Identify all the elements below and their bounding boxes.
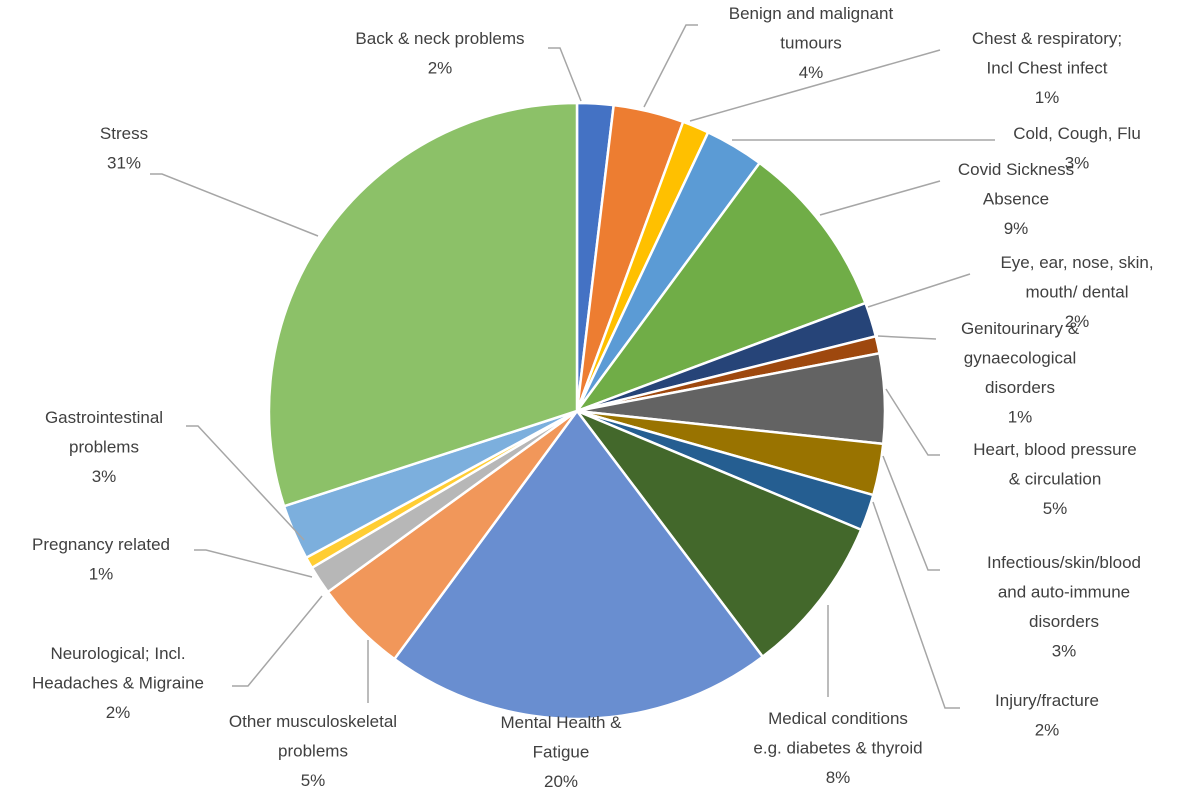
percent-label: 2% xyxy=(1065,312,1090,331)
leader-line-genitourinary-gynaecological-disorders xyxy=(877,335,937,340)
category-label-line: Other musculoskeletal xyxy=(229,712,397,731)
percent-label: 3% xyxy=(1052,642,1077,661)
slice-label-other-musculoskeletal-problems: Other musculoskeletal problems 5% xyxy=(229,712,397,790)
category-label-line: and auto-immune xyxy=(998,583,1130,602)
percent-label: 20% xyxy=(544,772,578,791)
category-label-line: Genitourinary & xyxy=(961,319,1080,338)
leader-line-injury-fracture xyxy=(872,501,960,709)
category-label-line: gynaecological xyxy=(964,349,1076,368)
category-label-line: problems xyxy=(278,742,348,761)
category-label-line: Covid Sickness xyxy=(958,160,1074,179)
slice-mental-health-fatigue xyxy=(392,408,765,721)
category-label-line: mouth/ dental xyxy=(1025,283,1128,302)
category-label-line: Medical conditions xyxy=(768,709,908,728)
category-label-line: Cold, Cough, Flu xyxy=(1013,124,1141,143)
category-label-line: disorders xyxy=(985,378,1055,397)
category-label-line: Infectious/skin/blood xyxy=(987,553,1141,572)
slice-labels: Back & neck problems 2% Benign and maligna… xyxy=(32,4,1154,791)
slice-label-injury-fracture: Injury/fracture 2% xyxy=(995,691,1099,740)
slice-label-covid-sickness-absence: Covid Sickness Absence 9% xyxy=(958,160,1074,238)
category-label-line: Headaches & Migraine xyxy=(32,674,204,693)
category-label-line: Fatigue xyxy=(533,743,590,762)
percent-label: 1% xyxy=(1008,408,1033,427)
percent-label: 9% xyxy=(1004,219,1029,238)
percent-label: 5% xyxy=(1043,499,1068,518)
slice-covid-sickness-absence xyxy=(573,161,868,414)
leader-line-gastrointestinal-problems xyxy=(186,425,305,541)
percent-label: 2% xyxy=(106,703,131,722)
slice-label-pregnancy-related: Pregnancy related 1% xyxy=(32,535,170,584)
slice-label-cold-cough-flu: Cold, Cough, Flu 3% xyxy=(1013,124,1141,173)
percent-label: 2% xyxy=(428,59,453,78)
leader-line-chest-respiratory-incl-chest-infect xyxy=(689,49,941,122)
slice-label-stress: Stress 31% xyxy=(100,124,148,173)
percent-label: 1% xyxy=(89,565,114,584)
slice-label-eye-ear-nose-skin-mouth-dental: Eye, ear, nose, skin, mouth/ dental 2% xyxy=(1000,253,1153,331)
leader-line-pregnancy-related xyxy=(194,549,313,578)
category-label-line: tumours xyxy=(780,34,841,53)
percent-label: 5% xyxy=(301,771,326,790)
leader-lines xyxy=(150,24,995,709)
category-label-line: & circulation xyxy=(1009,470,1102,489)
category-label-line: Benign and malignant xyxy=(729,4,894,23)
category-label-line: disorders xyxy=(1029,612,1099,631)
percent-label: 4% xyxy=(799,63,824,82)
slice-label-neurological-incl-headaches-migraine: Neurological; Incl. Headaches & Migraine 2… xyxy=(32,644,204,722)
category-label-line: Neurological; Incl. xyxy=(50,644,185,663)
category-label-line: Incl Chest infect xyxy=(987,59,1108,78)
slice-label-infectious-skin-blood-and-auto-immune-disorders: Infectious/skin/blood and auto-immune diso… xyxy=(987,553,1141,661)
category-label-line: Back & neck problems xyxy=(355,29,524,48)
category-label-line: Pregnancy related xyxy=(32,535,170,554)
leader-line-infectious-skin-blood-and-auto-immune-disorders xyxy=(882,455,940,571)
percent-label: 31% xyxy=(107,154,141,173)
category-label-line: Gastrointestinal xyxy=(45,408,163,427)
slice-label-medical-conditions-e-g-diabetes-thyroid: Medical conditions e.g. diabetes & thyroi… xyxy=(753,709,922,787)
leader-line-covid-sickness-absence xyxy=(819,180,941,216)
leader-line-eye-ear-nose-skin-mouth-dental xyxy=(867,273,971,308)
percent-label: 2% xyxy=(1035,721,1060,740)
slice-label-genitourinary-gynaecological-disorders: Genitourinary & gynaecological disorders 1% xyxy=(961,319,1080,427)
slice-label-chest-respiratory-incl-chest-infect: Chest & respiratory; Incl Chest infect 1% xyxy=(972,29,1122,107)
category-label-line: e.g. diabetes & thyroid xyxy=(753,739,922,758)
slice-label-mental-health-fatigue: Mental Health & Fatigue 20% xyxy=(501,713,623,791)
category-label-line: Stress xyxy=(100,124,148,143)
slice-stress xyxy=(267,101,579,508)
pie-slices xyxy=(267,101,887,721)
slice-medical-conditions-e-g-diabetes-thyroid xyxy=(573,408,863,659)
slice-label-heart-blood-pressure-circulation: Heart, blood pressure & circulation 5% xyxy=(973,440,1136,518)
leader-line-heart-blood-pressure-circulation xyxy=(885,388,940,456)
percent-label: 8% xyxy=(826,768,851,787)
category-label-line: problems xyxy=(69,438,139,457)
percent-label: 3% xyxy=(92,467,117,486)
leader-line-stress xyxy=(150,173,319,237)
category-label-line: Injury/fracture xyxy=(995,691,1099,710)
category-label-line: Heart, blood pressure xyxy=(973,440,1136,459)
percent-label: 3% xyxy=(1065,154,1090,173)
leader-line-back-neck-problems xyxy=(548,47,582,102)
slice-label-back-neck-problems: Back & neck problems 2% xyxy=(355,29,524,78)
slice-label-gastrointestinal-problems: Gastrointestinal problems 3% xyxy=(45,408,163,486)
category-label-line: Eye, ear, nose, skin, xyxy=(1000,253,1153,272)
leader-line-benign-and-malignant-tumours xyxy=(643,24,698,108)
category-label-line: Mental Health & xyxy=(501,713,623,732)
category-label-line: Absence xyxy=(983,190,1049,209)
slice-label-benign-and-malignant-tumours: Benign and malignant tumours 4% xyxy=(729,4,894,82)
leader-line-neurological-incl-headaches-migraine xyxy=(232,595,323,687)
percent-label: 1% xyxy=(1035,88,1060,107)
category-label-line: Chest & respiratory; xyxy=(972,29,1122,48)
